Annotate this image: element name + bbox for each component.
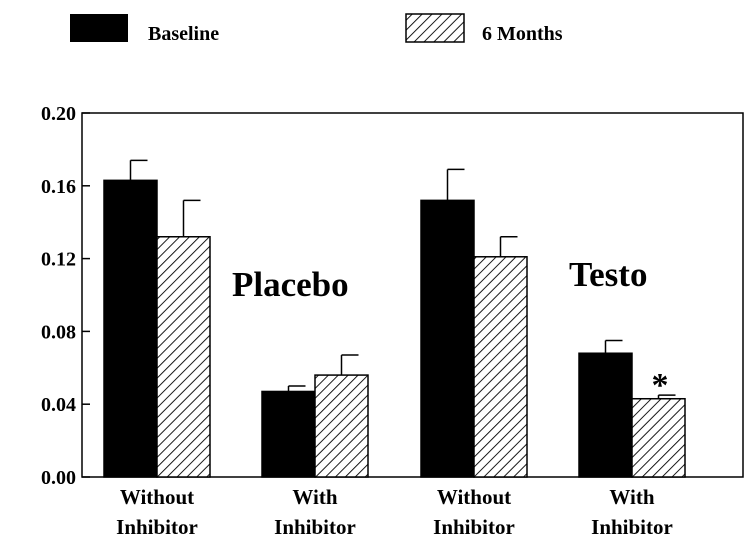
legend-swatch-baseline — [70, 14, 128, 42]
y-tick-label: 0.04 — [41, 394, 76, 416]
x-category-label: Inhibitor — [433, 515, 515, 539]
x-category-label: Without — [120, 485, 194, 509]
x-category-label: Inhibitor — [274, 515, 356, 539]
y-tick-label: 0.20 — [41, 103, 76, 125]
significance-asterisk: * — [652, 367, 669, 404]
legend-label-6-months: 6 Months — [482, 23, 563, 45]
bar-baseline — [261, 390, 316, 478]
bar-baseline — [420, 199, 475, 478]
group-label-placebo: Placebo — [232, 265, 349, 304]
x-category-label: Inhibitor — [116, 515, 198, 539]
bar-6-months — [314, 374, 369, 478]
bar-6-months — [473, 256, 528, 478]
legend: Baseline 6 Months — [70, 13, 563, 45]
plot-frame — [81, 112, 744, 478]
x-category-label: Without — [437, 485, 511, 509]
y-tick-label: 0.08 — [41, 321, 76, 343]
y-tick-label: 0.00 — [41, 467, 76, 489]
legend-label-baseline: Baseline — [148, 23, 219, 45]
x-category-label: Inhibitor — [591, 515, 673, 539]
x-category-label: With — [609, 485, 654, 509]
bar-6-months — [156, 236, 211, 478]
y-tick-label: 0.12 — [41, 249, 76, 271]
bar-baseline — [103, 179, 158, 478]
legend-swatch-6-months — [405, 13, 465, 43]
x-category-label: With — [292, 485, 337, 509]
x-axis: Without Inhibitor With Inhibitor Without Inhi… — [116, 485, 673, 539]
y-axis: 0.00 0.04 0.08 0.12 0.16 0.20 — [41, 103, 90, 489]
y-tick-label: 0.16 — [41, 176, 76, 198]
bar-baseline — [578, 352, 633, 478]
group-label-testo: Testo — [569, 255, 647, 294]
bars — [103, 159, 686, 478]
bar-6-months — [631, 397, 686, 478]
